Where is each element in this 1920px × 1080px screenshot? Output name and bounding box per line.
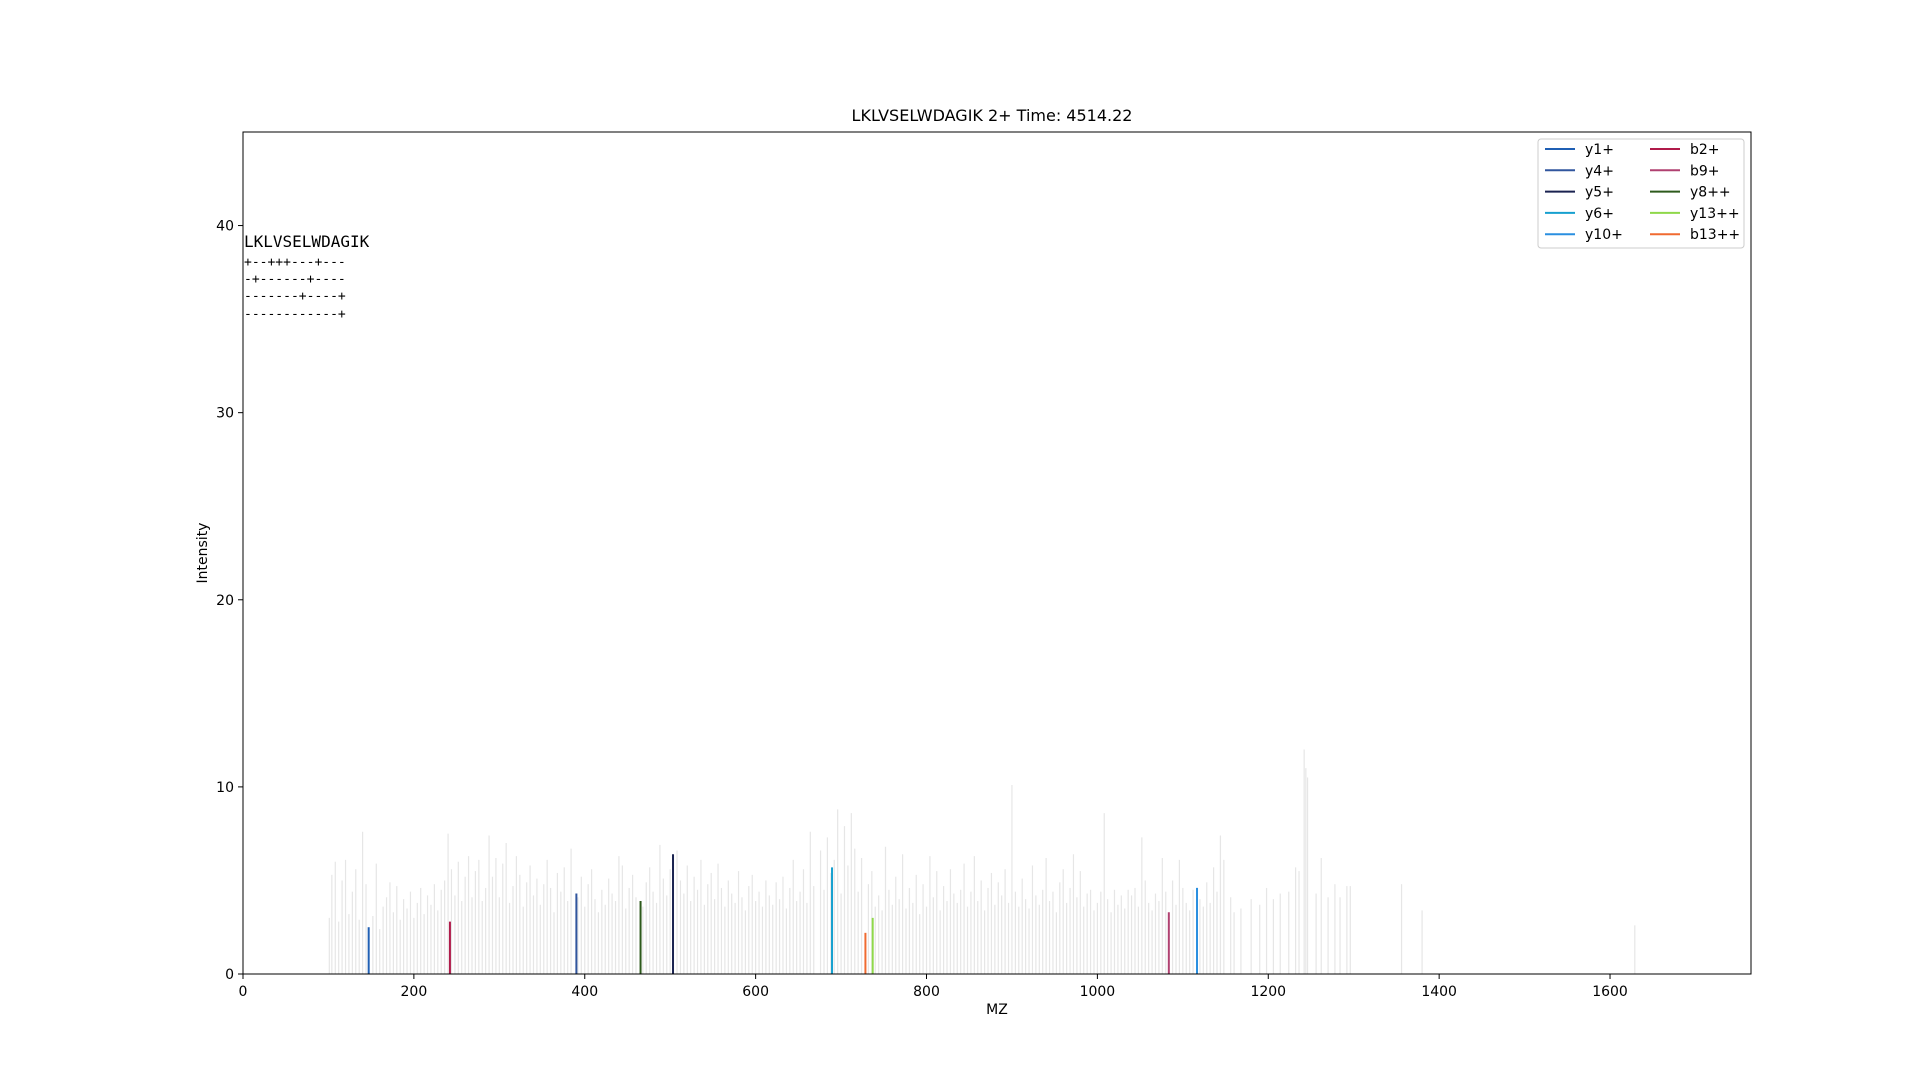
chart-title: LKLVSELWDAGIK 2+ Time: 4514.22 (852, 106, 1133, 125)
legend-label: y1+ (1585, 142, 1614, 158)
legend-label: y4+ (1585, 163, 1614, 179)
y-tick-label: 40 (216, 219, 234, 235)
x-tick-label: 800 (913, 984, 940, 1000)
legend-label: y6+ (1585, 206, 1614, 222)
plot-frame (242, 131, 1752, 975)
sequence-text: LKLVSELWDAGIK (244, 232, 370, 251)
legend-label: b2+ (1690, 142, 1720, 158)
x-tick-label: 1000 (1080, 984, 1116, 1000)
x-tick-label: 1200 (1250, 984, 1286, 1000)
legend-label: b9+ (1690, 163, 1720, 179)
legend: y1+ y4+ y5+ y6+ y10+ b2+ b9+ y8++ y13++ b13++ (1537, 138, 1745, 249)
legend-label: y5+ (1585, 185, 1614, 201)
legend-label: y13++ (1690, 206, 1740, 222)
sequence-row-4: ------------+ (244, 307, 346, 322)
sequence-row-2: -+------+---- (244, 272, 346, 287)
background-peaks (328, 749, 1636, 974)
y-tick-label: 0 (225, 967, 234, 983)
legend-label: y8++ (1690, 185, 1731, 201)
x-tick-label: 200 (401, 984, 428, 1000)
legend-entries: y1+ y4+ y5+ y6+ y10+ b2+ b9+ y8++ y13++ b13++ (1545, 142, 1740, 243)
x-tick-labels: 0 200 400 600 800 1000 1200 1400 1600 (239, 974, 1628, 1000)
x-tick-label: 0 (239, 984, 248, 1000)
legend-label: y10+ (1585, 227, 1623, 243)
annotated-peaks (367, 854, 1199, 974)
x-tick-label: 600 (742, 984, 769, 1000)
legend-label: b13++ (1690, 227, 1740, 243)
x-axis-label: MZ (986, 1002, 1008, 1018)
y-tick-labels: 0 10 20 30 40 (216, 219, 243, 983)
x-tick-label: 1400 (1421, 984, 1457, 1000)
legend-box (1537, 138, 1745, 249)
y-tick-label: 30 (216, 406, 234, 422)
y-tick-label: 20 (216, 593, 234, 609)
y-axis-label: Intensity (195, 523, 211, 584)
sequence-annotation: LKLVSELWDAGIK +--+++---+--- -+------+---… (244, 232, 370, 322)
x-tick-label: 1600 (1592, 984, 1628, 1000)
y-tick-label: 10 (216, 780, 234, 796)
x-tick-label: 400 (571, 984, 598, 1000)
sequence-row-3: -------+----+ (244, 289, 346, 304)
sequence-row-1: +--+++---+--- (244, 255, 346, 270)
